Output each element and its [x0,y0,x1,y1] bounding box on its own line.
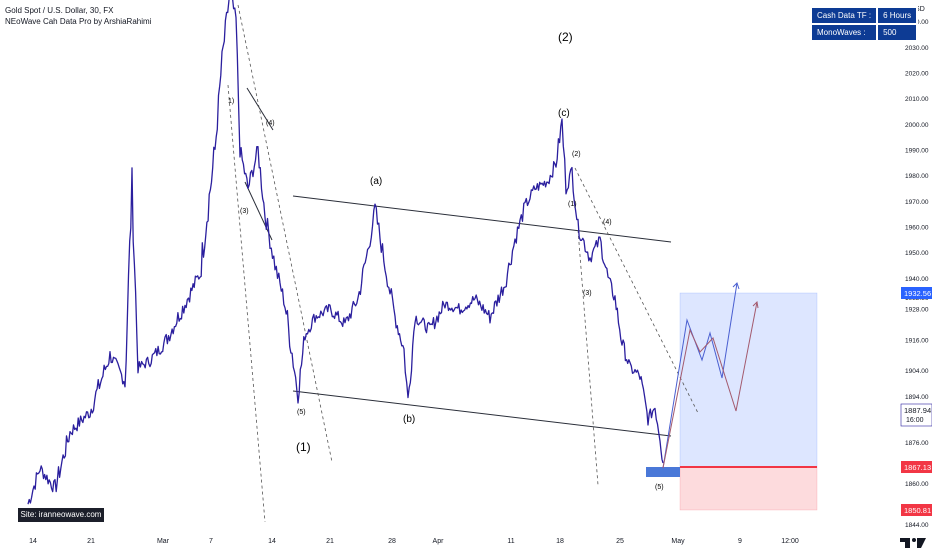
target-path-blue [662,282,738,469]
y-tick-label: 1876.00 [905,440,929,447]
x-tick-label: May [671,538,685,545]
svg-text:16:00: 16:00 [906,417,924,424]
y-tick-label: 1970.00 [905,199,929,206]
channel-lower [292,390,672,437]
wedge-line-2 [244,181,273,241]
info-row: Cash Data TF : 6 Hours [812,8,917,23]
y-tick-label: 1844.00 [905,522,929,529]
target-path-red [662,301,758,469]
wave-label-3-right: (3) [583,290,592,297]
y-tick-label: 2010.00 [905,96,929,103]
x-tick-label: 7 [209,538,213,545]
wave-label-5-right: (5) [655,484,664,491]
wave-label-3-left: (3) [240,208,249,215]
info-value: 500 [878,25,917,40]
wave-label-b: (b) [403,414,415,425]
price-axis: 1844.00 1850.81 1860.00 1867.13 1876.00 1887.… [905,0,929,529]
time-axis: 14 21 Mar 7 14 21 28 Apr 11 18 25 May 9 12:00 [29,538,799,545]
projection-box-bottom [679,466,818,511]
price-tag-1850: 1850.81 [901,504,932,516]
x-tick-label: 28 [388,538,396,545]
x-tick-label: 12:00 [781,538,799,545]
dashed-trend-1 [237,4,333,463]
dashed-trend-4 [577,229,599,486]
wave-label-a: (a) [370,176,382,187]
svg-text:1867.13: 1867.13 [904,463,931,472]
y-tick-label: 2030.00 [905,45,929,52]
y-tick-label: 2020.00 [905,71,929,78]
svg-text:1850.81: 1850.81 [904,506,931,515]
target-arrow-blue [732,282,740,290]
wave-label-2-right: (2) [572,151,581,158]
target-arrow-red [752,300,759,309]
price-tag-1867: 1867.13 [901,461,932,473]
x-tick-label: 21 [326,538,334,545]
x-tick-label: 11 [507,538,514,545]
channel-upper [292,195,672,243]
x-tick-label: 14 [29,538,37,545]
wave-label-4-right: (4) [603,219,612,226]
site-label: Site: iranneowave.com [18,508,104,522]
y-tick-label: 1960.00 [905,224,929,231]
y-tick-label: 1950.00 [905,250,929,257]
dashed-trend-2 [227,84,266,523]
info-value: 6 Hours [878,8,917,23]
indicator-name: NEoWave Cah Data Pro by ArshiaRahimi [5,17,152,26]
x-tick-label: 9 [738,538,742,545]
info-label: MonoWaves : [812,25,877,40]
projection-box-top [679,292,818,468]
y-tick-label: 2000.00 [905,122,929,129]
wave-label-5-left: (5) [297,409,306,416]
y-tick-label: 1860.00 [905,481,929,488]
wave-label-4-left: (4) [266,120,275,127]
y-tick-label: 1916.00 [905,337,929,344]
x-tick-label: 18 [556,538,564,545]
wedge-line-1 [246,87,274,131]
wave-label-c: (c) [558,108,570,119]
price-line [27,0,664,505]
price-tag-1932: 1932.56 [901,287,932,299]
info-table: Cash Data TF : 6 Hours MonoWaves : 500 [810,6,919,42]
x-tick-label: Apr [433,538,445,545]
x-tick-label: 25 [616,538,624,545]
svg-text:1932.56: 1932.56 [904,289,931,298]
wave-label-1-major: (1) [296,440,311,454]
y-tick-label: 1904.00 [905,368,929,375]
entry-zone [646,467,680,477]
y-tick-label: 2050.00 [905,0,929,1]
y-tick-label: 1894.00 [905,394,929,401]
x-tick-label: 21 [87,538,95,545]
y-tick-label: 1990.00 [905,147,929,154]
wave-label-1-left: 1) [228,98,234,105]
x-tick-label: Mar [157,538,170,545]
dashed-trend-3 [574,167,699,414]
x-tick-label: 14 [268,538,276,545]
y-tick-label: 1928.00 [905,307,929,314]
y-tick-label: 1940.00 [905,276,929,283]
svg-text:1887.94: 1887.94 [904,406,931,415]
tradingview-logo-icon [900,538,926,548]
info-row: MonoWaves : 500 [812,25,917,40]
price-tag-1887: 1887.94 16:00 [900,403,932,427]
wave-label-1-right: (1) [568,201,577,208]
chart-title: Gold Spot / U.S. Dollar, 30, FX [5,6,114,15]
wave-label-2-major: (2) [558,30,573,44]
y-tick-label: 1980.00 [905,173,929,180]
info-label: Cash Data TF : [812,8,877,23]
